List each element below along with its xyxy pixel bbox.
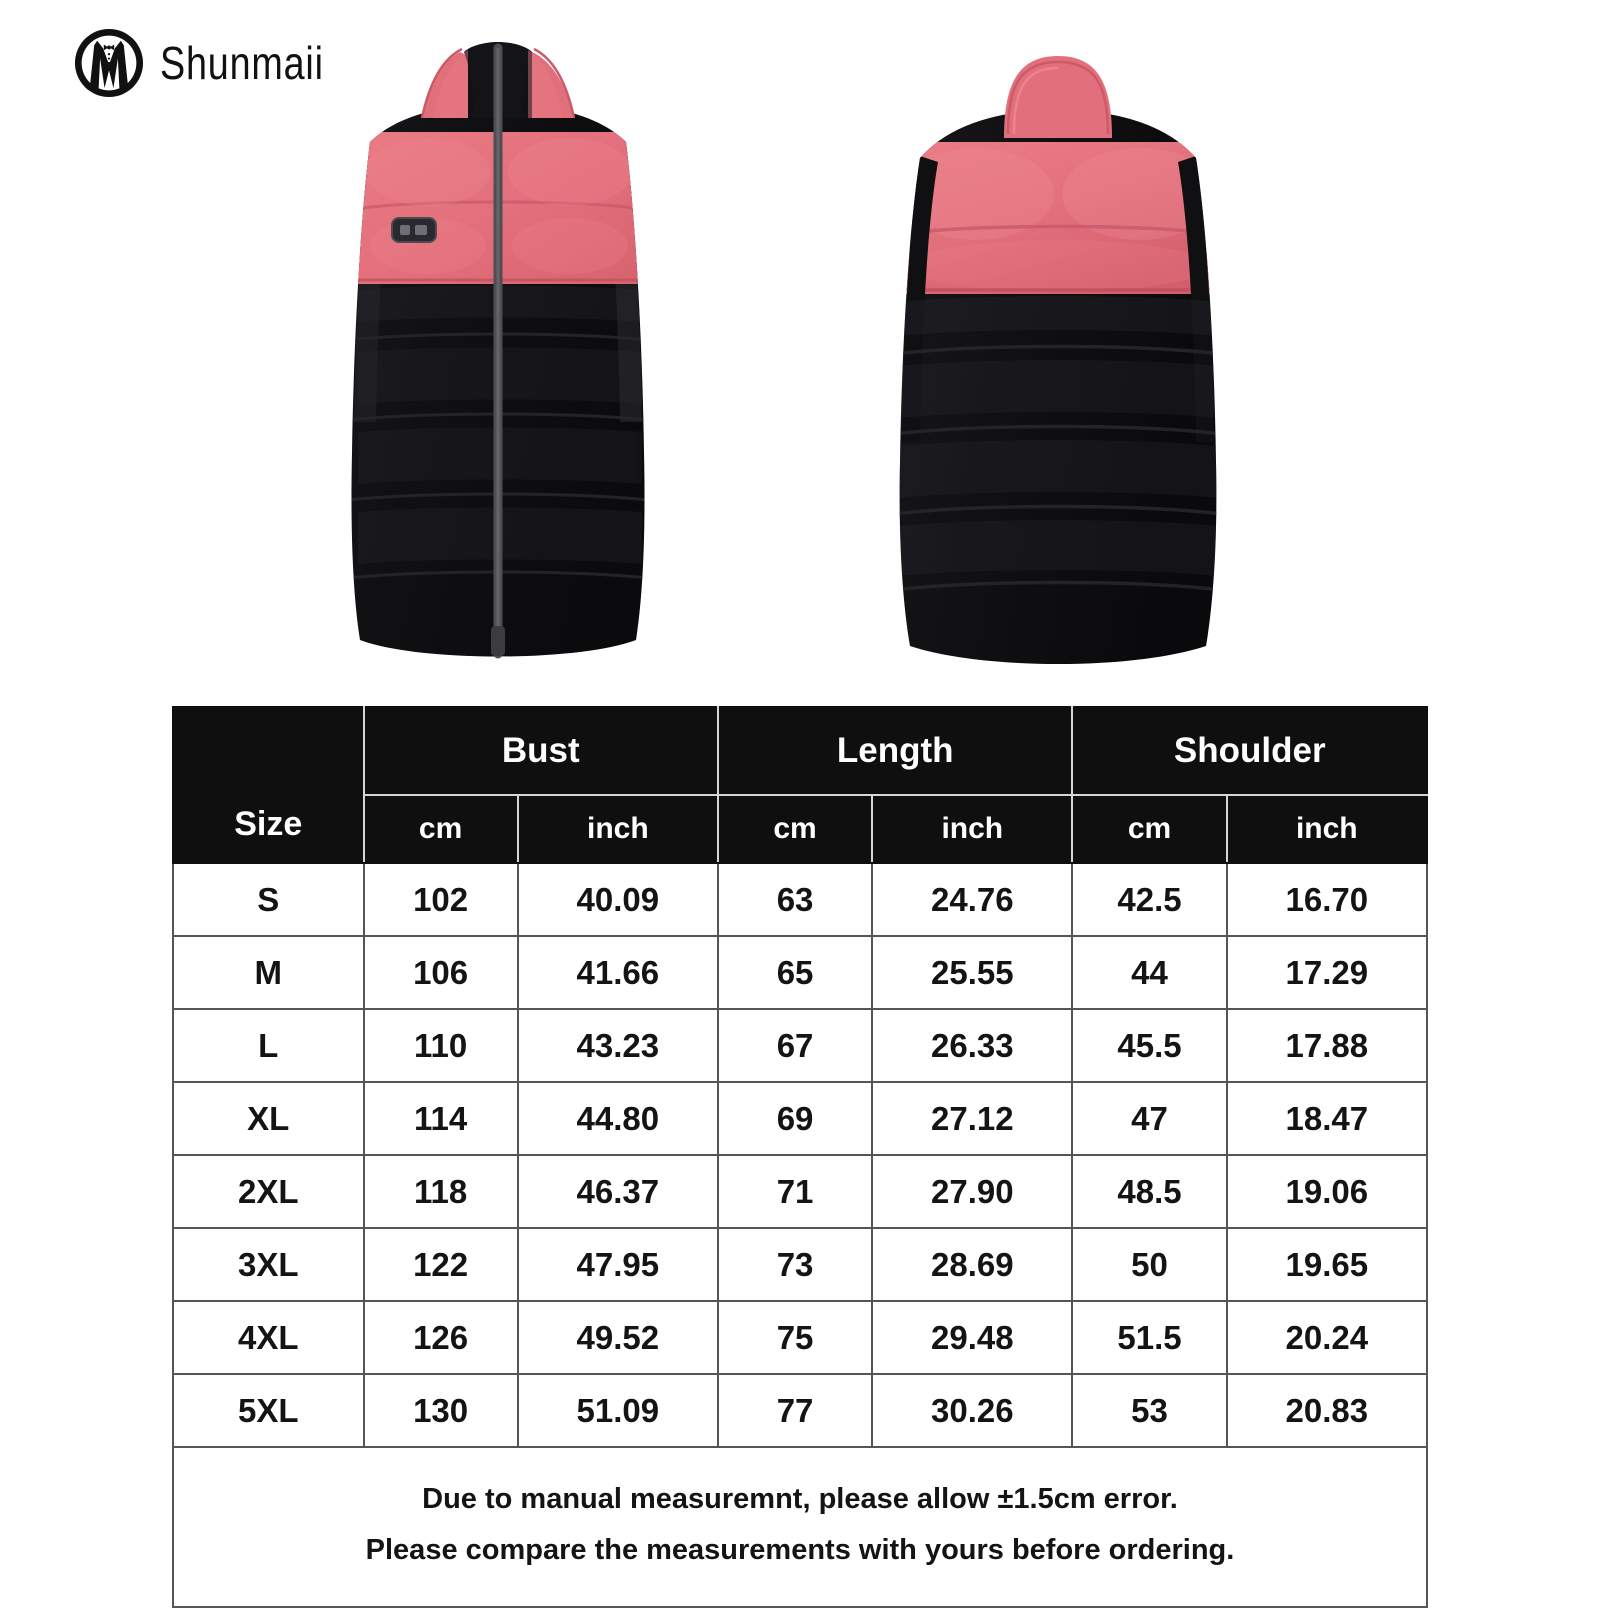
measurement-note-line-1: Due to manual measuremnt, please allow ±… xyxy=(422,1483,1178,1515)
heated-vest-back-view xyxy=(899,56,1217,664)
cell-length-cm: 77 xyxy=(716,1373,874,1448)
cell-shoulder-cm: 48.5 xyxy=(1071,1154,1228,1229)
table-row: 3XL 122 47.95 73 28.69 50 19.65 xyxy=(172,1227,1429,1302)
cell-size: XL xyxy=(172,1081,365,1156)
cell-bust-inch: 43.23 xyxy=(516,1008,720,1083)
cell-size: 2XL xyxy=(172,1154,365,1229)
quilt-channels-back xyxy=(899,344,1217,592)
header-bust-inch: inch xyxy=(516,794,720,864)
cell-bust-inch: 46.37 xyxy=(516,1154,720,1229)
cell-bust-cm: 114 xyxy=(362,1081,519,1156)
coral-yoke-back xyxy=(899,142,1217,294)
header-unit-row: cm inch cm inch cm inch xyxy=(173,794,1429,864)
table-row: M 106 41.66 65 25.55 44 17.29 xyxy=(172,935,1429,1010)
cell-bust-cm: 122 xyxy=(362,1227,519,1302)
cell-shoulder-cm: 53 xyxy=(1071,1373,1228,1448)
cell-length-inch: 25.55 xyxy=(871,935,1074,1010)
header-length: Length xyxy=(716,706,1074,796)
cell-shoulder-inch: 20.24 xyxy=(1225,1300,1429,1375)
cell-length-cm: 73 xyxy=(716,1227,874,1302)
cell-length-inch: 24.76 xyxy=(871,862,1074,937)
cell-length-cm: 67 xyxy=(716,1008,874,1083)
cell-length-inch: 27.90 xyxy=(871,1154,1074,1229)
cell-bust-cm: 110 xyxy=(362,1008,519,1083)
table-row: 5XL 130 51.09 77 30.26 53 20.83 xyxy=(172,1373,1429,1448)
size-chart-table-wrap: Size Bust Length Shoulder cm inch cm inc… xyxy=(172,706,1429,1608)
cell-shoulder-inch: 16.70 xyxy=(1225,862,1429,937)
cell-shoulder-cm: 42.5 xyxy=(1071,862,1228,937)
quilt-puff-highlight-back xyxy=(899,296,1217,576)
heat-control-patch xyxy=(391,217,437,243)
measurement-note: Due to manual measuremnt, please allow ±… xyxy=(172,1446,1428,1608)
cell-size: L xyxy=(172,1008,365,1083)
cell-bust-inch: 44.80 xyxy=(516,1081,720,1156)
header-length-inch: inch xyxy=(871,794,1074,864)
cell-size: S xyxy=(172,862,365,937)
cell-shoulder-inch: 17.29 xyxy=(1225,935,1429,1010)
cell-bust-inch: 51.09 xyxy=(516,1373,720,1448)
cell-bust-cm: 118 xyxy=(362,1154,519,1229)
table-row: 2XL 118 46.37 71 27.90 48.5 19.06 xyxy=(172,1154,1429,1229)
cell-size: 5XL xyxy=(172,1373,365,1448)
table-row: L 110 43.23 67 26.33 45.5 17.88 xyxy=(172,1008,1429,1083)
table-footer: Due to manual measuremnt, please allow ±… xyxy=(172,1446,1428,1608)
measurement-note-line-2: Please compare the measurements with you… xyxy=(365,1533,1235,1566)
cell-shoulder-cm: 47 xyxy=(1071,1081,1228,1156)
cell-bust-inch: 40.09 xyxy=(516,862,720,937)
table-header: Size Bust Length Shoulder cm inch cm inc… xyxy=(172,706,1429,864)
cell-length-inch: 26.33 xyxy=(871,1008,1074,1083)
cell-shoulder-inch: 19.65 xyxy=(1225,1227,1429,1302)
footer-note-row: Due to manual measuremnt, please allow ±… xyxy=(172,1446,1428,1608)
header-shoulder-cm: cm xyxy=(1071,794,1228,864)
cell-shoulder-cm: 44 xyxy=(1071,935,1228,1010)
brand-name: Shunmaii xyxy=(160,37,324,89)
cell-size: M xyxy=(172,935,365,1010)
cell-length-inch: 28.69 xyxy=(871,1227,1074,1302)
cell-length-cm: 75 xyxy=(716,1300,874,1375)
header-bust-cm: cm xyxy=(362,794,519,864)
cell-length-cm: 69 xyxy=(716,1081,874,1156)
cell-shoulder-inch: 18.47 xyxy=(1225,1081,1429,1156)
cell-length-inch: 29.48 xyxy=(871,1300,1074,1375)
cell-shoulder-inch: 19.06 xyxy=(1225,1154,1429,1229)
side-seam-binding-back xyxy=(902,156,1214,442)
cell-bust-cm: 102 xyxy=(362,862,519,937)
cell-shoulder-inch: 17.88 xyxy=(1225,1008,1429,1083)
table-row: 4XL 126 49.52 75 29.48 51.5 20.24 xyxy=(172,1300,1429,1375)
cell-size: 4XL xyxy=(172,1300,365,1375)
cell-shoulder-cm: 45.5 xyxy=(1071,1008,1228,1083)
cell-shoulder-cm: 50 xyxy=(1071,1227,1228,1302)
cell-length-cm: 63 xyxy=(716,862,874,937)
size-chart-table: Size Bust Length Shoulder cm inch cm inc… xyxy=(172,706,1429,1608)
cell-bust-cm: 126 xyxy=(362,1300,519,1375)
header-shoulder-inch: inch xyxy=(1225,794,1429,864)
cell-shoulder-inch: 20.83 xyxy=(1225,1373,1429,1448)
header-group-row: Size Bust Length Shoulder xyxy=(172,706,1428,864)
cell-bust-cm: 106 xyxy=(362,935,519,1010)
table-row: S 102 40.09 63 24.76 42.5 16.70 xyxy=(172,862,1429,937)
cell-length-cm: 65 xyxy=(716,935,874,1010)
cell-length-inch: 27.12 xyxy=(871,1081,1074,1156)
cell-shoulder-cm: 51.5 xyxy=(1071,1300,1228,1375)
brand-logo: Shunmaii xyxy=(72,26,360,100)
header-length-cm: cm xyxy=(716,794,874,864)
cell-length-inch: 30.26 xyxy=(871,1373,1074,1448)
cell-size: 3XL xyxy=(172,1227,365,1302)
header-shoulder: Shoulder xyxy=(1071,706,1428,796)
cell-bust-cm: 130 xyxy=(362,1373,519,1448)
tuxedo-monogram-icon xyxy=(74,28,144,98)
heated-vest-front-view xyxy=(351,42,645,659)
product-image-row xyxy=(0,0,1601,700)
cell-bust-inch: 47.95 xyxy=(516,1227,720,1302)
cell-bust-inch: 49.52 xyxy=(516,1300,720,1375)
cell-length-cm: 71 xyxy=(716,1154,874,1229)
cell-bust-inch: 41.66 xyxy=(516,935,720,1010)
front-zipper xyxy=(491,43,505,659)
header-bust: Bust xyxy=(362,706,720,796)
header-size: Size xyxy=(172,706,365,864)
table-body: S 102 40.09 63 24.76 42.5 16.70 M 106 41… xyxy=(172,862,1429,1448)
table-row: XL 114 44.80 69 27.12 47 18.47 xyxy=(172,1081,1429,1156)
stand-collar-back xyxy=(1004,56,1112,138)
